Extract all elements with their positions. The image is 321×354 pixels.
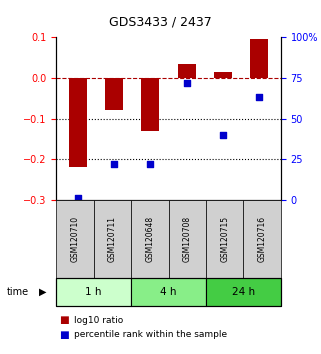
Point xyxy=(148,161,153,167)
Point xyxy=(75,195,81,201)
Point xyxy=(220,132,225,138)
Text: GSM120710: GSM120710 xyxy=(70,216,79,262)
Bar xyxy=(141,78,160,131)
Point xyxy=(256,95,262,100)
Bar xyxy=(105,78,123,110)
Text: GSM120711: GSM120711 xyxy=(108,216,117,262)
Bar xyxy=(69,78,87,167)
Text: log10 ratio: log10 ratio xyxy=(74,316,123,325)
Bar xyxy=(214,72,232,78)
Text: GSM120708: GSM120708 xyxy=(183,216,192,262)
Text: ■: ■ xyxy=(59,315,69,325)
Point xyxy=(112,161,117,167)
Point xyxy=(184,80,189,86)
Text: ■: ■ xyxy=(59,330,69,339)
Text: GSM120648: GSM120648 xyxy=(145,216,154,262)
Text: 4 h: 4 h xyxy=(160,287,177,297)
Text: ▶: ▶ xyxy=(39,287,46,297)
Text: time: time xyxy=(6,287,29,297)
Text: 24 h: 24 h xyxy=(232,287,255,297)
Text: percentile rank within the sample: percentile rank within the sample xyxy=(74,330,227,339)
Text: GDS3433 / 2437: GDS3433 / 2437 xyxy=(109,16,212,29)
Bar xyxy=(250,39,268,78)
Bar xyxy=(178,64,196,78)
Text: GSM120715: GSM120715 xyxy=(220,216,229,262)
Text: GSM120716: GSM120716 xyxy=(258,216,267,262)
Text: 1 h: 1 h xyxy=(85,287,102,297)
